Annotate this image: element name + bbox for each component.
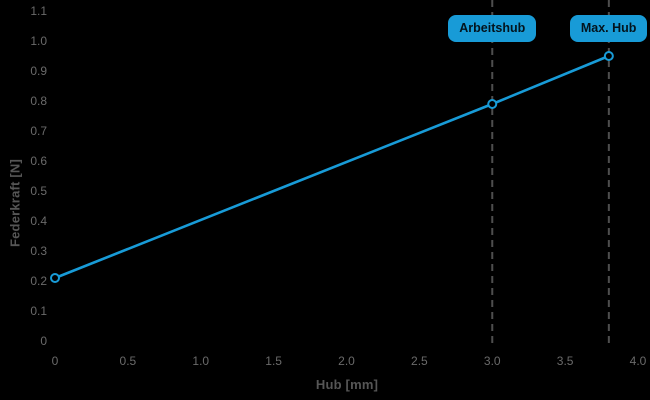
x-tick-label: 2.0 [338, 354, 355, 368]
y-tick-label: 0.6 [30, 154, 47, 168]
x-tick-label: 2.5 [411, 354, 428, 368]
y-tick-label: 0.7 [30, 124, 47, 138]
x-tick-label: 1.5 [265, 354, 282, 368]
x-tick-label: 4.0 [630, 354, 647, 368]
x-tick-label: 0.5 [120, 354, 137, 368]
series-line [53, 54, 611, 280]
y-tick-label: 0.3 [30, 244, 47, 258]
y-tick-label: 0.1 [30, 304, 47, 318]
x-tick-label: 3.0 [484, 354, 501, 368]
y-tick-label: 0.4 [30, 214, 47, 228]
y-tick-label: 1.0 [30, 34, 47, 48]
y-axis-title: Federkraft [N] [7, 158, 23, 248]
x-tick-label: 3.5 [557, 354, 574, 368]
data-point-marker [50, 273, 60, 283]
y-tick-label: 1.1 [30, 4, 47, 18]
y-tick-label: 0.9 [30, 64, 47, 78]
data-point-marker [603, 51, 614, 61]
x-tick-label: 1.0 [192, 354, 209, 368]
x-tick-label: 0 [52, 354, 59, 368]
data-point-marker [487, 99, 498, 109]
y-tick-label: 0.5 [30, 184, 47, 198]
y-tick-label: 0 [40, 334, 47, 348]
annotation-badge-max-hub: Max. Hub [569, 15, 648, 42]
annotation-badge-arbeitshub: Arbeitshub [448, 15, 537, 42]
y-tick-label: 0.8 [30, 94, 47, 108]
y-tick-label: 0.2 [30, 274, 47, 288]
x-axis-title: Hub [mm] [315, 377, 379, 392]
